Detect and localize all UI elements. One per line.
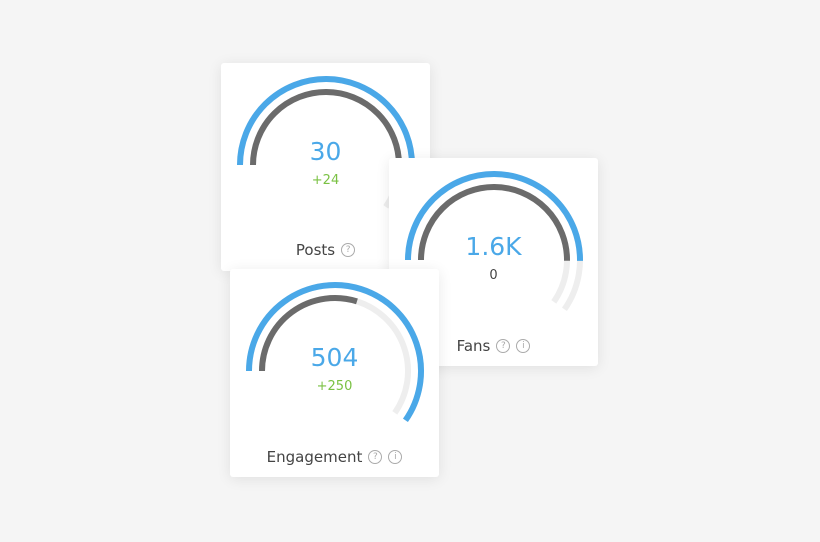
engagement-outer-arc xyxy=(246,282,424,423)
help-icon[interactable]: ? xyxy=(368,450,383,464)
fans-delta: 0 xyxy=(489,268,498,283)
info-icon[interactable]: i xyxy=(516,339,531,353)
posts-label-row: Posts ? xyxy=(221,241,430,259)
help-icon[interactable]: ? xyxy=(496,339,511,353)
engagement-inner-arc xyxy=(259,295,358,372)
engagement-gauge xyxy=(246,282,424,423)
posts-outer-arc xyxy=(237,75,415,166)
fans-label-row: Fans ? i xyxy=(389,337,598,355)
engagement-label-row: Engagement ? i xyxy=(230,448,439,466)
posts-label: Posts xyxy=(295,241,336,259)
info-icon[interactable]: i xyxy=(388,450,403,464)
posts-delta: +24 xyxy=(311,173,340,188)
engagement-label: Engagement xyxy=(266,448,363,466)
help-icon[interactable]: ? xyxy=(341,243,356,257)
fans-card: 1.6K 0 Fans ? i xyxy=(389,158,598,366)
posts-value: 30 xyxy=(309,137,342,166)
fans-value: 1.6K xyxy=(465,232,522,261)
fans-inner-arc xyxy=(418,184,570,261)
fans-label: Fans xyxy=(456,337,491,355)
engagement-card: 504 +250 Engagement ? i xyxy=(230,269,439,477)
fans-gauge xyxy=(405,170,583,312)
engagement-value: 504 xyxy=(310,343,359,372)
posts-inner-arc xyxy=(250,89,402,166)
engagement-delta: +250 xyxy=(316,379,353,394)
fans-outer-arc xyxy=(405,170,583,261)
